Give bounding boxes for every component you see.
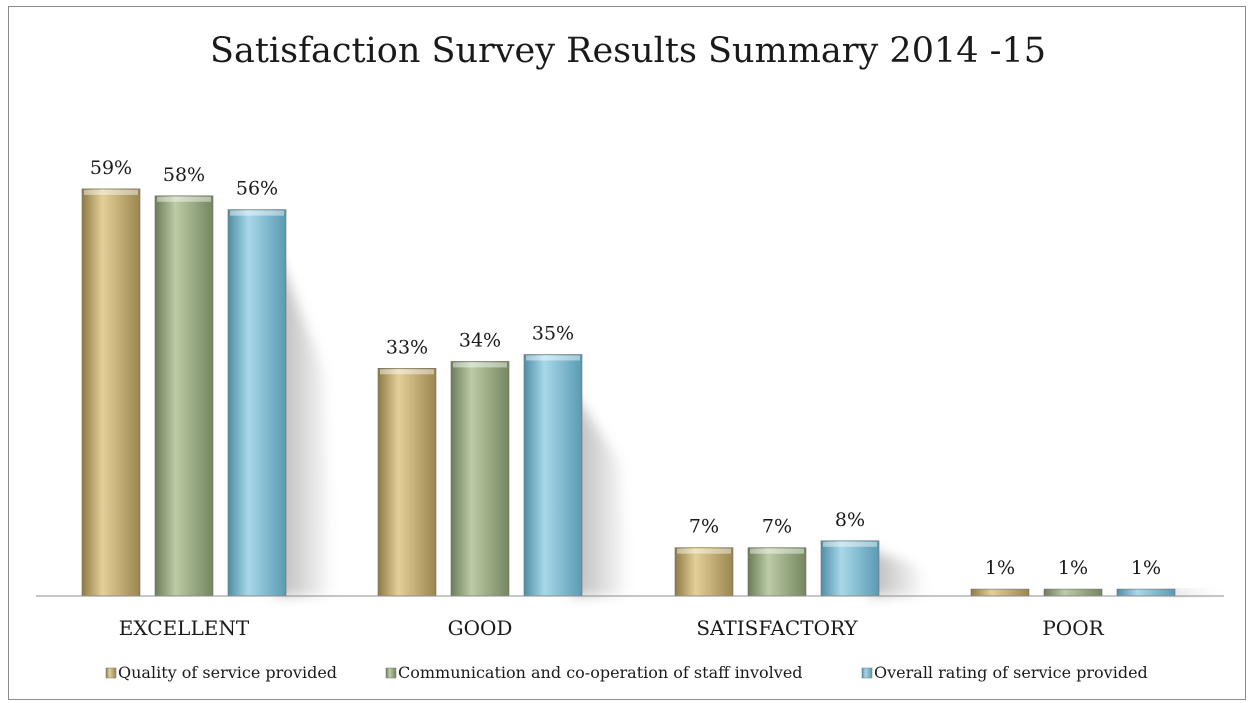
bar-shadow [869, 549, 927, 596]
bar-bevel [157, 196, 211, 202]
bar-bevel [677, 548, 731, 554]
category-label-poor: POOR [1042, 616, 1104, 640]
data-label: 1% [1058, 557, 1088, 579]
category-label-excellent: EXCELLENT [119, 616, 250, 640]
bar-bevel [230, 210, 284, 216]
bar-excellent-series-1 [81, 188, 141, 597]
data-label: 1% [1131, 557, 1161, 579]
category-label-satisfactory: SATISFACTORY [696, 616, 858, 640]
data-label: 33% [386, 336, 428, 358]
bar-bevel [84, 189, 138, 195]
data-label: 59% [90, 157, 132, 179]
data-label: 35% [532, 323, 574, 345]
bar-poor-series-3 [1116, 588, 1176, 597]
bar-shadow [276, 249, 334, 596]
legend-label: Quality of service provided [118, 663, 337, 682]
data-label: 7% [762, 516, 792, 538]
bars-layer: 59% 58% 56% 33% 34% 35% 7% 7% 8% 1% 1% 1% [81, 157, 1223, 597]
bar-poor-series-2 [1043, 588, 1103, 597]
legend-swatch [105, 667, 117, 679]
data-label: 7% [689, 516, 719, 538]
bar-bevel [380, 369, 434, 375]
legend-item-1: Quality of service provided [105, 663, 337, 682]
bar-bevel [823, 541, 877, 547]
bar-good-series-1 [377, 367, 437, 597]
bar-satisfactory-series-1 [674, 547, 734, 597]
legend: Quality of service provided Communication… [105, 663, 1148, 682]
bar-bevel [453, 362, 507, 368]
bar-bevel [526, 355, 580, 361]
bar-shadow [1165, 590, 1223, 596]
bar-satisfactory-series-3 [820, 540, 880, 597]
bar-good-series-3 [523, 354, 583, 597]
legend-label: Communication and co-operation of staff … [398, 663, 803, 682]
bar-shadow [572, 390, 630, 596]
data-label: 34% [459, 329, 501, 351]
bar-excellent-series-3 [227, 209, 287, 597]
category-labels: EXCELLENT GOOD SATISFACTORY POOR [119, 616, 1105, 640]
legend-item-3: Overall rating of service provided [861, 663, 1148, 682]
legend-swatch [385, 667, 397, 679]
data-label: 56% [236, 178, 278, 200]
data-label: 8% [835, 509, 865, 531]
legend-item-2: Communication and co-operation of staff … [385, 663, 803, 682]
data-label: 1% [985, 557, 1015, 579]
bar-excellent-series-2 [154, 195, 214, 597]
chart-title: Satisfaction Survey Results Summary 2014… [210, 31, 1046, 71]
legend-swatch [861, 667, 873, 679]
bar-poor-series-1 [970, 588, 1030, 597]
bar-bevel [750, 548, 804, 554]
bar-good-series-2 [450, 361, 510, 597]
bar-satisfactory-series-2 [747, 547, 807, 597]
legend-label: Overall rating of service provided [874, 663, 1148, 682]
category-label-good: GOOD [448, 616, 513, 640]
data-label: 58% [163, 164, 205, 186]
